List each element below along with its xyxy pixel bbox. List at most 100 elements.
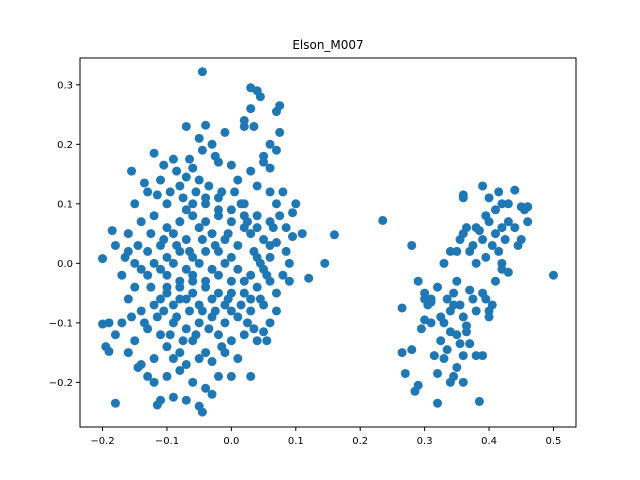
data-point [236, 199, 246, 209]
data-point [233, 240, 243, 250]
data-point [262, 270, 272, 280]
data-point [262, 336, 272, 346]
data-point [143, 187, 153, 197]
data-point [143, 371, 153, 381]
data-point [226, 336, 236, 346]
data-point [433, 282, 443, 292]
data-point [259, 327, 269, 337]
data-point [246, 229, 256, 239]
data-point [127, 312, 137, 322]
data-point [123, 348, 133, 358]
data-point [194, 223, 204, 233]
data-point [259, 235, 269, 245]
data-point [220, 258, 230, 268]
data-point [175, 217, 185, 227]
data-point [197, 67, 207, 77]
data-point [329, 230, 339, 240]
chart-title: Elson_M007 [292, 38, 363, 52]
data-point [168, 300, 178, 310]
data-point [175, 365, 185, 375]
data-point [123, 246, 133, 256]
data-point [271, 199, 281, 209]
data-point [201, 348, 211, 358]
data-point [117, 318, 127, 328]
data-point [201, 193, 211, 203]
data-point [265, 252, 275, 262]
data-point [223, 229, 233, 239]
data-point [416, 324, 426, 334]
x-axis: −0.2 −0.1 0.0 0.1 0.2 0.3 0.4 0.5 [90, 427, 561, 447]
data-point [172, 312, 182, 322]
data-point [223, 294, 233, 304]
data-point [484, 306, 494, 316]
data-point [271, 107, 281, 117]
data-point [146, 282, 156, 292]
data-point [259, 157, 269, 167]
x-tick-label: 0.2 [352, 436, 368, 447]
data-point [239, 223, 249, 233]
data-point [181, 395, 191, 405]
data-point [478, 181, 488, 191]
data-point [433, 368, 443, 378]
data-point [484, 193, 494, 203]
data-point [516, 202, 526, 212]
data-point [149, 148, 159, 158]
data-point [226, 276, 236, 286]
data-point [271, 145, 281, 155]
data-point [458, 312, 468, 322]
data-point [98, 254, 108, 264]
data-point [461, 321, 471, 331]
data-point [188, 377, 198, 387]
data-point [207, 139, 217, 149]
data-point [159, 306, 169, 316]
data-point [181, 172, 191, 182]
data-point [181, 205, 191, 215]
data-point [523, 202, 533, 212]
data-point [239, 288, 249, 298]
data-point [288, 232, 298, 242]
data-point [426, 318, 436, 328]
data-point [226, 371, 236, 381]
data-point [210, 240, 220, 250]
data-point [117, 270, 127, 280]
data-point [133, 362, 143, 372]
data-point [452, 362, 462, 372]
data-point [201, 217, 211, 227]
y-tick-label: 0.3 [57, 80, 73, 91]
data-point [201, 246, 211, 256]
data-point [107, 226, 117, 236]
data-point [110, 398, 120, 408]
data-point [194, 258, 204, 268]
data-point [490, 276, 500, 286]
data-point [210, 306, 220, 316]
data-point [252, 181, 262, 191]
data-point [159, 160, 169, 170]
data-point [110, 240, 120, 250]
data-point [281, 223, 291, 233]
data-point [156, 330, 166, 340]
data-point [149, 354, 159, 364]
data-point [510, 223, 520, 233]
data-point [188, 288, 198, 298]
data-point [162, 371, 172, 381]
data-point [246, 294, 256, 304]
data-point [429, 351, 439, 361]
data-point [110, 330, 120, 340]
data-point [230, 187, 240, 197]
data-point [281, 246, 291, 256]
data-point [265, 187, 275, 197]
data-point [188, 199, 198, 209]
data-point [181, 360, 191, 370]
data-point [487, 240, 497, 250]
data-point [149, 211, 159, 221]
data-point [465, 339, 475, 349]
data-point [471, 306, 481, 316]
data-point [191, 187, 201, 197]
data-point [449, 300, 459, 310]
data-point [449, 371, 459, 381]
data-point [481, 294, 491, 304]
data-point [143, 246, 153, 256]
data-point [207, 389, 217, 399]
data-point [168, 154, 178, 164]
